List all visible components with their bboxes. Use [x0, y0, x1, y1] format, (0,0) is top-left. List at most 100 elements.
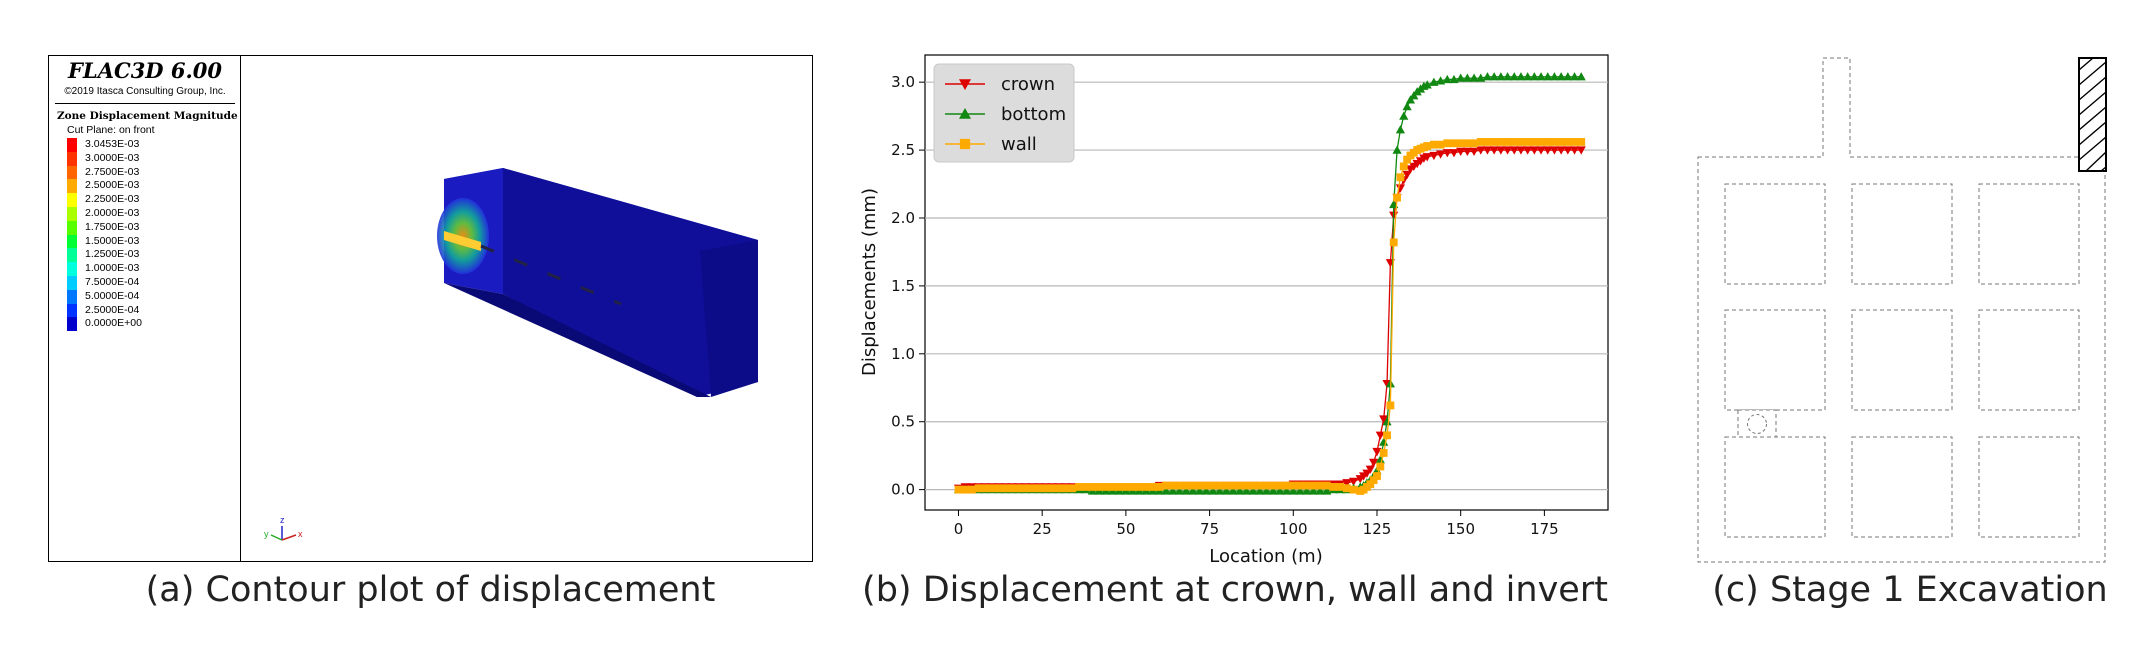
data-point-wall	[1148, 483, 1157, 491]
data-point-wall	[1041, 484, 1050, 493]
excavation-plan	[1697, 57, 2107, 563]
contour-swatch	[67, 165, 77, 180]
data-point-bottom	[1469, 73, 1479, 82]
data-point-bottom	[1449, 74, 1459, 84]
axis-y-icon	[270, 534, 283, 541]
zone-title: Zone Displacement Magnitude	[57, 110, 238, 122]
contour-swatch	[67, 248, 77, 263]
axis-y-label: y	[264, 529, 269, 539]
x-tick-label: 25	[1033, 520, 1052, 538]
data-point-wall	[1570, 138, 1579, 146]
data-point-bottom	[1399, 111, 1409, 120]
contour-swatch	[67, 262, 77, 276]
data-point-wall	[1242, 481, 1251, 490]
series-wall	[954, 138, 1586, 495]
contour-label: 2.2500E-03	[85, 193, 140, 206]
data-point-wall	[1222, 481, 1231, 490]
data-point-wall	[1175, 481, 1184, 490]
data-point-wall	[967, 485, 976, 494]
data-point-wall	[1349, 485, 1358, 494]
data-point-wall	[961, 485, 970, 494]
data-point-wall	[974, 484, 983, 493]
data-point-bottom	[1576, 72, 1586, 81]
data-point-wall	[1463, 139, 1472, 148]
data-point-wall	[1389, 238, 1398, 247]
x-tick-label: 175	[1530, 520, 1559, 538]
contour-swatch	[67, 289, 77, 304]
data-point-bottom	[1543, 72, 1553, 81]
data-point-bottom	[1161, 486, 1171, 495]
data-point-crown	[1449, 149, 1459, 158]
data-point-crown	[1536, 146, 1546, 155]
data-point-crown	[1502, 146, 1513, 155]
data-point-wall	[1269, 481, 1278, 490]
data-point-bottom	[1268, 486, 1278, 495]
data-point-wall	[1289, 481, 1298, 490]
chart-series	[953, 72, 1586, 495]
contour-row: 0.0000E+00	[67, 317, 142, 332]
contour-row: 2.5000E-04	[67, 303, 142, 318]
contour-row: 3.0000E-03	[67, 151, 142, 166]
data-point-bottom	[1201, 486, 1211, 495]
y-axis-label: Displacements (mm)	[859, 188, 880, 376]
data-point-wall	[1162, 481, 1170, 490]
contour-swatch	[67, 206, 77, 221]
model-view: z x y	[264, 168, 758, 541]
shoring-hatch	[2078, 57, 2107, 172]
data-point-crown	[1529, 146, 1539, 155]
data-point-crown	[1482, 146, 1493, 155]
data-point-wall	[1168, 481, 1177, 490]
data-point-bottom	[1402, 102, 1412, 111]
legend-marker-wall	[959, 138, 971, 150]
data-point-wall	[1081, 483, 1090, 491]
data-point-bottom	[1392, 145, 1402, 154]
data-point-wall	[1503, 138, 1512, 146]
contour-plot-panel: FLAC3D 6.00 ©2019 Itasca Consulting Grou…	[48, 55, 813, 562]
data-point-bottom	[1295, 486, 1305, 495]
flac-title: FLAC3D 6.00	[68, 58, 222, 83]
contour-label: 1.0000E-03	[85, 262, 140, 275]
contour-swatch	[67, 151, 77, 166]
data-point-wall	[1202, 481, 1211, 490]
data-point-bottom	[1496, 72, 1506, 81]
data-point-wall	[1309, 481, 1318, 490]
data-point-crown	[1476, 146, 1486, 155]
chart-legend: crown bottom wall	[933, 63, 1075, 163]
legend-label-crown: crown	[1001, 74, 1055, 95]
contour-swatch	[67, 138, 77, 152]
data-point-wall	[1450, 139, 1458, 148]
contour-swatch	[67, 234, 77, 249]
data-point-bottom	[1288, 486, 1298, 495]
contour-color-scale: 3.0453E-03 3.0000E-03 2.7500E-03 2.5000E-03…	[67, 138, 142, 332]
pit-cell	[1978, 309, 2080, 411]
data-point-wall	[1383, 431, 1391, 440]
data-point-bottom	[1435, 76, 1446, 85]
pit-cell	[1724, 183, 1826, 285]
displacement-zone	[437, 198, 489, 274]
x-tick-label: 125	[1363, 520, 1392, 538]
contour-row: 1.0000E-03	[67, 262, 142, 276]
pit-cell	[1851, 436, 1953, 538]
data-point-wall	[1470, 139, 1478, 148]
data-point-crown	[1369, 458, 1379, 468]
data-point-wall	[1101, 483, 1110, 491]
data-point-wall	[1429, 140, 1438, 149]
contour-swatch	[67, 303, 77, 318]
contour-label: 2.7500E-03	[85, 165, 140, 178]
data-point-crown	[1365, 465, 1375, 474]
legend-marker-crown	[959, 79, 971, 90]
contour-row: 2.5000E-03	[67, 179, 142, 194]
data-point-wall	[1048, 484, 1057, 493]
caption-a: (a) Contour plot of displacement	[145, 570, 716, 610]
data-point-crown	[1462, 147, 1472, 157]
data-point-wall	[988, 484, 996, 493]
data-point-bottom	[1315, 486, 1325, 495]
data-point-crown	[1469, 147, 1479, 157]
data-point-crown	[1402, 170, 1412, 180]
data-point-bottom	[1241, 486, 1252, 495]
data-point-wall	[981, 484, 990, 493]
data-point-wall	[1550, 138, 1559, 146]
data-point-wall	[1061, 484, 1070, 493]
contour-swatch	[67, 220, 77, 235]
data-point-crown	[1523, 146, 1533, 155]
